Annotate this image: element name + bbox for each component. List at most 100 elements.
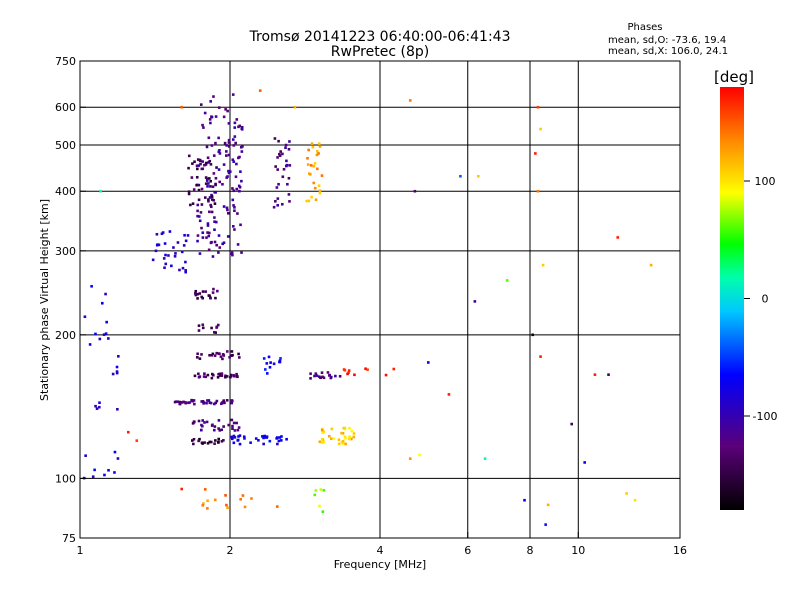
echo-point (279, 439, 283, 442)
echo-point (192, 399, 196, 402)
echo-point (218, 374, 222, 377)
echo-point (202, 375, 206, 378)
echo-point (203, 421, 206, 424)
echo-point (226, 211, 230, 215)
echo-point (206, 231, 209, 234)
echo-point (235, 162, 238, 166)
x-tick-label: 2 (227, 544, 234, 557)
echo-point (321, 441, 324, 444)
echo-point (201, 323, 205, 327)
echo-point (285, 159, 288, 163)
echo-point (313, 162, 317, 165)
echo-point (178, 268, 181, 272)
echo-point (233, 126, 237, 129)
echo-point (570, 422, 573, 426)
echo-point (214, 176, 218, 180)
echo-point (225, 375, 229, 378)
echo-point (192, 188, 196, 191)
echo-point (197, 198, 201, 202)
echo-point (235, 187, 239, 191)
echo-point (168, 230, 172, 233)
echo-point (203, 163, 206, 167)
echo-point (204, 196, 207, 199)
echo-point (187, 166, 190, 170)
echo-point (206, 156, 210, 160)
chart-subtitle: RwPretec (8p) (331, 44, 429, 60)
echo-point (199, 211, 203, 214)
echo-point (172, 246, 175, 249)
echo-point (344, 436, 347, 440)
echo-point (211, 185, 215, 188)
echo-point (334, 374, 337, 378)
echo-point (214, 401, 218, 405)
echo-point (200, 167, 204, 171)
echo-point (197, 372, 200, 376)
echo-point (191, 202, 195, 205)
echo-point (366, 368, 369, 372)
echo-point (310, 195, 313, 199)
echo-point (212, 95, 215, 98)
echo-point (340, 431, 343, 435)
echo-point (236, 243, 240, 246)
echo-point (312, 181, 316, 185)
echo-point (215, 399, 219, 403)
echo-point (238, 356, 241, 359)
echo-point (318, 191, 322, 195)
echo-point (272, 205, 276, 209)
echo-point (233, 209, 236, 213)
echo-point (126, 430, 130, 434)
echo-point (268, 365, 272, 369)
echo-point (213, 442, 216, 445)
echo-point (318, 504, 321, 508)
echo-point (206, 507, 209, 510)
echo-point (227, 423, 231, 427)
echo-point (265, 362, 269, 365)
echo-point (99, 189, 102, 193)
echo-point (195, 183, 198, 187)
echo-point (214, 141, 217, 145)
echo-point (315, 374, 319, 377)
echo-point (216, 376, 220, 379)
echo-point (198, 292, 202, 295)
echo-point (214, 331, 217, 334)
echo-point (94, 404, 97, 408)
echo-point (197, 324, 201, 327)
y-tick-label: 75 (62, 532, 76, 545)
echo-point (205, 145, 209, 149)
echo-point (315, 149, 319, 153)
echo-point (217, 437, 221, 441)
echo-point (539, 127, 542, 131)
echo-point (341, 439, 345, 443)
echo-point (233, 121, 237, 125)
echo-point (193, 402, 196, 406)
echo-point (241, 494, 245, 497)
echo-point (447, 393, 451, 396)
echo-point (240, 125, 244, 129)
echo-point (220, 439, 224, 443)
echo-point (231, 198, 235, 202)
echo-point (426, 361, 430, 364)
y-tick-label: 400 (55, 185, 76, 198)
echo-point (231, 399, 234, 403)
echo-point (208, 159, 212, 163)
echo-point (191, 422, 195, 425)
echo-point (282, 167, 286, 171)
echo-point (200, 226, 203, 230)
echo-point (583, 461, 586, 464)
echo-point (199, 103, 203, 106)
echo-point (228, 170, 232, 173)
echo-point (364, 367, 367, 371)
echo-point (212, 172, 216, 175)
echo-point (203, 372, 206, 375)
echo-point (231, 138, 235, 141)
echo-point (117, 355, 120, 358)
echo-point (477, 174, 480, 178)
echo-point (539, 355, 542, 358)
echo-point (201, 504, 205, 507)
echo-point (238, 155, 241, 159)
echo-point (201, 236, 205, 239)
echo-point (236, 428, 240, 432)
echo-point (536, 105, 540, 109)
echo-point (191, 162, 194, 165)
